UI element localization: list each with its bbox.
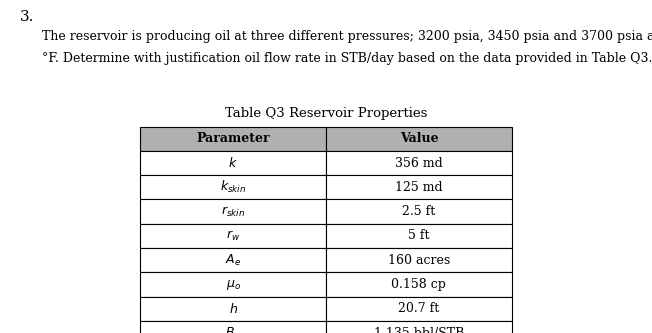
Text: $r_w$: $r_w$ <box>226 229 240 243</box>
Text: 125 md: 125 md <box>395 181 443 194</box>
Text: $h$: $h$ <box>229 302 237 316</box>
Text: $A_e$: $A_e$ <box>225 253 241 268</box>
Text: $k$: $k$ <box>228 156 238 170</box>
Text: $B_o$: $B_o$ <box>226 326 241 333</box>
Text: 5 ft: 5 ft <box>408 229 430 242</box>
Text: 1.135 bbl/STB: 1.135 bbl/STB <box>374 327 464 333</box>
Text: 3.: 3. <box>20 10 34 24</box>
Text: Table Q3 Reservoir Properties: Table Q3 Reservoir Properties <box>225 107 427 120</box>
Text: 20.7 ft: 20.7 ft <box>398 302 439 315</box>
Text: The reservoir is producing oil at three different pressures; 3200 psia, 3450 psi: The reservoir is producing oil at three … <box>42 30 652 43</box>
Text: 2.5 ft: 2.5 ft <box>402 205 436 218</box>
Text: °F. Determine with justification oil flow rate in STB/day based on the data prov: °F. Determine with justification oil flo… <box>42 52 652 65</box>
Text: 356 md: 356 md <box>395 157 443 169</box>
Text: Value: Value <box>400 132 438 145</box>
Text: 160 acres: 160 acres <box>388 254 450 267</box>
Text: 0.158 cp: 0.158 cp <box>391 278 447 291</box>
Text: $r_{skin}$: $r_{skin}$ <box>221 204 245 219</box>
Text: $k_{skin}$: $k_{skin}$ <box>220 179 246 195</box>
Text: $\mu_o$: $\mu_o$ <box>226 277 241 292</box>
Text: Parameter: Parameter <box>196 132 270 145</box>
